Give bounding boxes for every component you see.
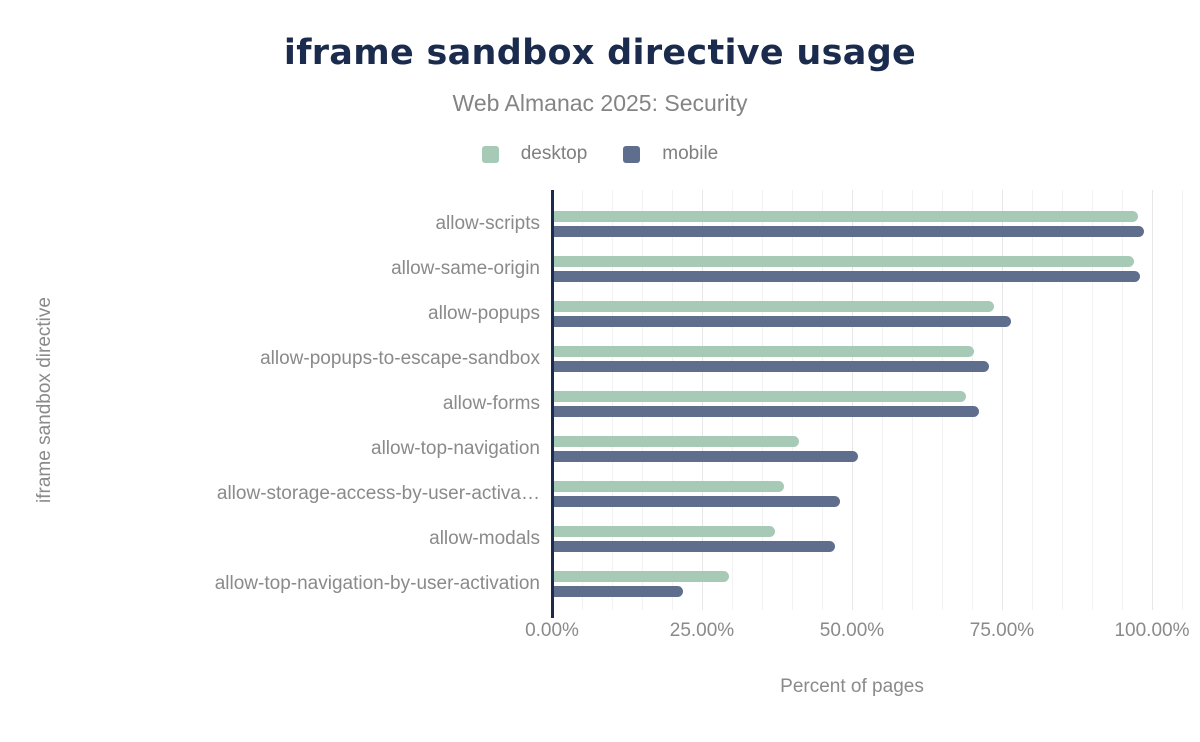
x-tick-label: 25.00% — [669, 620, 735, 641]
bar-mobile — [554, 586, 683, 597]
bar-mobile — [554, 226, 1145, 237]
bar-desktop — [554, 526, 775, 537]
bar-mobile — [554, 271, 1141, 282]
category-label: allow-modals — [429, 528, 540, 549]
x-tick-label: 100.00% — [1114, 620, 1190, 641]
bar-desktop — [554, 301, 994, 312]
legend-item-mobile[interactable]: mobile — [623, 143, 718, 165]
bar-desktop — [554, 571, 730, 582]
bar-mobile — [554, 496, 840, 507]
legend-item-desktop[interactable]: desktop — [481, 143, 588, 165]
category-label: allow-popups-to-escape-sandbox — [260, 348, 540, 369]
x-tick-label: 75.00% — [969, 620, 1035, 641]
chart-subtitle: Web Almanac 2025: Security — [452, 90, 748, 116]
bar-desktop — [554, 346, 974, 357]
gridline — [1032, 190, 1033, 610]
gridline — [1122, 190, 1123, 610]
bar-desktop — [554, 481, 784, 492]
legend: desktop mobile — [0, 143, 1200, 165]
bar-desktop — [554, 211, 1138, 222]
gridline — [1062, 190, 1063, 610]
legend-label: desktop — [520, 143, 588, 164]
category-label: allow-top-navigation-by-user-activation — [214, 573, 540, 594]
category-label: allow-same-origin — [391, 258, 540, 279]
bar-desktop — [554, 391, 966, 402]
gridline — [1002, 190, 1003, 610]
category-label: allow-scripts — [435, 213, 540, 234]
gridline — [1152, 190, 1153, 610]
y-axis-line — [551, 190, 554, 618]
plot-area: allow-scripts allow-same-origin allow-popu… — [215, 190, 1190, 641]
bar-mobile — [554, 361, 989, 372]
legend-swatch-mobile — [623, 145, 641, 163]
x-axis-title: Percent of pages — [780, 676, 924, 697]
legend-swatch-desktop — [481, 145, 499, 163]
bar-mobile — [554, 451, 858, 462]
gridline — [972, 190, 973, 610]
gridline — [1182, 190, 1183, 610]
chart-title: iframe sandbox directive usage — [283, 33, 917, 73]
gridline — [1092, 190, 1093, 610]
bar-desktop — [554, 256, 1134, 267]
legend-label: mobile — [662, 143, 719, 164]
x-tick-label: 50.00% — [819, 620, 885, 641]
category-label: allow-forms — [442, 393, 540, 414]
bar-desktop — [554, 436, 800, 447]
bar-mobile — [554, 541, 836, 552]
category-label: allow-popups — [428, 303, 540, 324]
category-label: allow-top-navigation — [371, 438, 540, 459]
category-label: allow-storage-access-by-user-activa… — [216, 483, 540, 504]
bar-mobile — [554, 316, 1012, 327]
bar-mobile — [554, 406, 980, 417]
x-tick-label: 0.00% — [525, 620, 579, 641]
